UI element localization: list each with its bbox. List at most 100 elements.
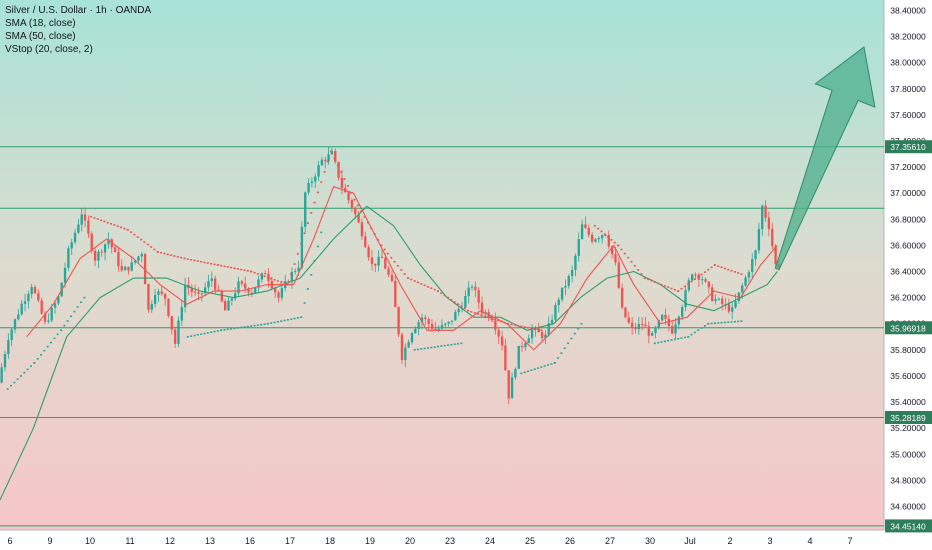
- vstop-green-marker: [283, 319, 286, 322]
- candle-body: [694, 274, 697, 276]
- vstop-red-marker: [510, 323, 513, 326]
- vstop-red-marker: [643, 277, 646, 279]
- vstop-green-marker: [577, 327, 580, 330]
- vstop-red-marker: [370, 227, 373, 230]
- vstop-green-marker: [190, 335, 193, 337]
- candle-body: [193, 291, 197, 293]
- vstop-green-marker: [460, 342, 463, 345]
- candle-body: [240, 281, 244, 284]
- candle-body: [130, 262, 133, 271]
- vstop-red-marker: [487, 316, 490, 319]
- candle-body: [294, 271, 297, 273]
- candle-body: [260, 273, 264, 280]
- y-tick-label-16: 35.20000: [890, 423, 926, 433]
- vstop-red-marker: [146, 243, 149, 246]
- vstop-green-marker: [290, 318, 293, 320]
- vstop-red-marker: [703, 271, 706, 273]
- candle-body: [197, 292, 200, 294]
- vstop-green-marker: [433, 346, 436, 348]
- vstop-red-marker: [507, 322, 510, 325]
- vstop-green-marker: [53, 337, 56, 340]
- vstop-red-marker: [210, 262, 213, 265]
- vstop-red-marker: [533, 328, 536, 330]
- vstop-green-marker: [670, 339, 673, 341]
- candle-body: [674, 324, 677, 334]
- vstop-red-marker: [136, 236, 139, 238]
- vstop-red-marker: [467, 309, 470, 312]
- vstop-green-marker: [313, 259, 316, 262]
- vstop-green-marker: [73, 310, 76, 313]
- vstop-red-marker: [513, 324, 516, 326]
- vstop-red-marker: [253, 271, 256, 274]
- vstop-red-marker: [650, 279, 653, 282]
- vstop-green-marker: [416, 348, 419, 351]
- vstop-green-marker: [680, 337, 683, 339]
- candle-body: [123, 266, 127, 271]
- vstop-red-marker: [657, 282, 660, 285]
- vstop-red-marker: [203, 261, 206, 264]
- vstop-red-marker: [290, 273, 293, 276]
- candle-body: [347, 192, 350, 201]
- vstop-green-marker: [193, 334, 196, 337]
- vstop-red-marker: [223, 265, 226, 268]
- x-tick-label-21: 7: [847, 536, 852, 546]
- candle-body: [681, 307, 684, 317]
- vstop-red-marker: [663, 285, 666, 287]
- time-axis-ticks[interactable]: 6 9 10 11 12 13 16 17 18 19 20 23 24 25 26 27 30 Jul 2 3 4 7: [7, 536, 852, 546]
- candle-body: [10, 329, 13, 341]
- vstop-green-marker: [690, 333, 693, 336]
- vstop-red-marker: [627, 256, 630, 259]
- candle-body: [394, 281, 397, 308]
- horizontal-levels: [0, 146, 884, 527]
- y-tick-label-10: 36.40000: [890, 267, 926, 277]
- vstop-red-marker: [373, 233, 376, 235]
- x-tick-label-9: 19: [365, 536, 375, 546]
- price-axis-ticks[interactable]: 38.40000 38.20000 38.00000 37.80000 37.60000…: [890, 5, 926, 511]
- candle-body: [327, 154, 330, 162]
- candle-body: [354, 207, 357, 215]
- candle-body: [97, 251, 100, 261]
- candle-body: [3, 354, 7, 368]
- vstop-green-marker: [457, 342, 460, 345]
- level-label-4: 34.45140: [890, 521, 926, 531]
- vstop-red-marker: [200, 260, 203, 263]
- vstop-red-marker: [353, 198, 356, 201]
- candle-body: [143, 254, 147, 285]
- vstop-red-marker: [597, 227, 600, 230]
- vstop-red-marker: [226, 266, 229, 268]
- candle-body: [390, 274, 394, 282]
- vstop-green-marker: [420, 348, 423, 350]
- vstop-green-marker: [737, 320, 740, 323]
- sma18-line: [26, 186, 778, 351]
- vstop-green-marker: [310, 273, 313, 276]
- candle-body: [647, 326, 650, 336]
- vstop-red-marker: [520, 325, 523, 328]
- candle-body: [761, 205, 764, 230]
- candle-body: [504, 345, 507, 371]
- candle-body: [67, 248, 70, 268]
- vstop-green-marker: [660, 341, 663, 343]
- vstop-green-marker: [413, 349, 416, 351]
- vstop-red-marker: [637, 269, 640, 271]
- candle-body: [560, 287, 564, 300]
- vstop-green-marker: [43, 349, 46, 352]
- candle-body: [477, 290, 480, 303]
- vstop-green-marker: [23, 371, 26, 374]
- vstop-red-marker: [153, 248, 156, 251]
- vstop-green-marker: [717, 322, 720, 324]
- vstop-red-marker: [630, 260, 633, 263]
- candle-body: [677, 316, 681, 325]
- vstop-red-marker: [617, 244, 620, 247]
- vstop-green-marker: [213, 330, 216, 333]
- vstop-green-marker: [667, 339, 670, 342]
- vstop-red-marker: [737, 272, 740, 274]
- vstop-red-marker: [310, 212, 313, 214]
- vstop-green-marker: [580, 322, 583, 325]
- vstop-red-marker: [633, 265, 636, 267]
- candle-body: [127, 266, 130, 271]
- vstop-green-marker: [286, 319, 289, 321]
- candle-body: [180, 307, 183, 321]
- vstop-green-marker: [543, 365, 546, 367]
- candle-body: [751, 259, 754, 273]
- candle-body: [497, 329, 500, 337]
